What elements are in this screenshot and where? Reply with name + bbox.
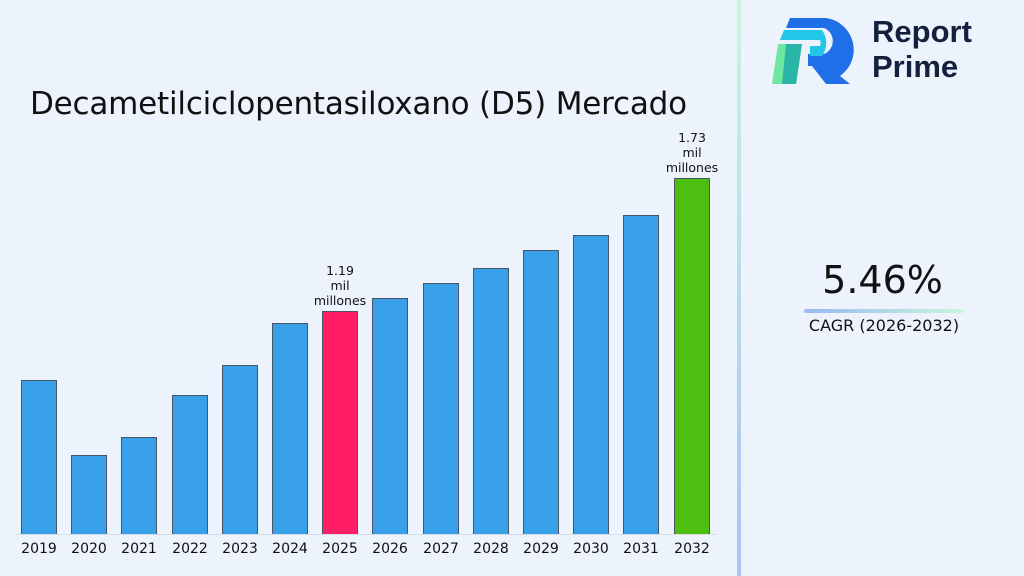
- value-label-2032: 1.73 mil millones: [665, 130, 719, 175]
- x-axis-line: [16, 534, 716, 535]
- bar-2029: [523, 250, 559, 535]
- x-tick-label: 2022: [172, 541, 208, 557]
- cagr-label: CAGR (2026-2032): [808, 316, 960, 335]
- bar-2031: [623, 215, 659, 535]
- cagr-value: 5.46%: [822, 258, 943, 302]
- bar-2026: [372, 298, 408, 535]
- bar-2021: [121, 437, 157, 535]
- brand-name-line2: Prime: [872, 49, 959, 84]
- bar-2030: [573, 235, 609, 535]
- x-tick-label: 2021: [121, 541, 157, 557]
- value-label-2025: 1.19 mil millones: [313, 263, 367, 308]
- chart-title: Decametilciclopentasiloxano (D5) Mercado: [30, 86, 687, 122]
- bar-2020: [71, 455, 107, 535]
- bar-2024: [272, 323, 308, 535]
- x-tick-label: 2024: [272, 541, 308, 557]
- brand-name: Report Prime: [872, 14, 972, 84]
- brand-name-line1: Report: [872, 14, 972, 49]
- bar-2027: [423, 283, 459, 535]
- report-prime-logo-icon: [772, 18, 854, 84]
- x-tick-label: 2023: [222, 541, 258, 557]
- cagr-underline: [804, 309, 964, 313]
- bar-2019: [21, 380, 57, 535]
- x-tick-label: 2031: [623, 541, 659, 557]
- x-tick-label: 2029: [523, 541, 559, 557]
- x-tick-label: 2032: [674, 541, 710, 557]
- x-tick-label: 2019: [21, 541, 57, 557]
- x-tick-label: 2027: [423, 541, 459, 557]
- bar-2025: [322, 311, 358, 535]
- x-tick-label: 2020: [71, 541, 107, 557]
- x-tick-label: 2026: [372, 541, 408, 557]
- bar-2028: [473, 268, 509, 535]
- x-tick-label: 2030: [573, 541, 609, 557]
- x-tick-label: 2028: [473, 541, 509, 557]
- bar-2022: [172, 395, 208, 535]
- bar-2032: [674, 178, 710, 535]
- bar-2023: [222, 365, 258, 535]
- panel-divider: [737, 0, 741, 576]
- x-tick-label: 2025: [322, 541, 358, 557]
